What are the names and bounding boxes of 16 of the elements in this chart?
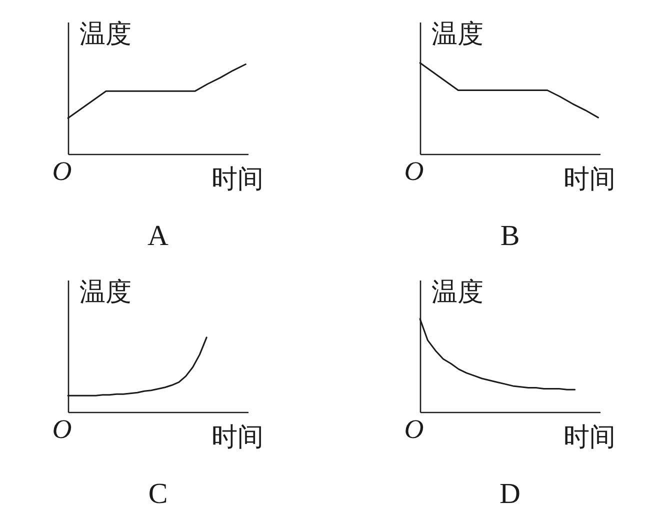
x-axis-title: 时间 xyxy=(212,422,264,452)
text: D xyxy=(500,478,520,510)
text: O xyxy=(404,156,424,186)
x-axis-title: 时间 xyxy=(564,164,616,194)
x-axis-title: 时间 xyxy=(564,422,616,452)
text: B xyxy=(500,220,520,252)
text: O xyxy=(52,414,72,444)
y-axis-title: 温度 xyxy=(80,278,132,308)
text: O xyxy=(52,156,72,186)
y-axis-title: 温度 xyxy=(432,20,484,50)
text: A xyxy=(148,220,169,252)
y-axis-title: 温度 xyxy=(432,278,484,308)
y-axis-title: 温度 xyxy=(80,20,132,50)
text: C xyxy=(148,478,168,510)
x-axis-title: 时间 xyxy=(212,164,264,194)
text: O xyxy=(404,414,424,444)
